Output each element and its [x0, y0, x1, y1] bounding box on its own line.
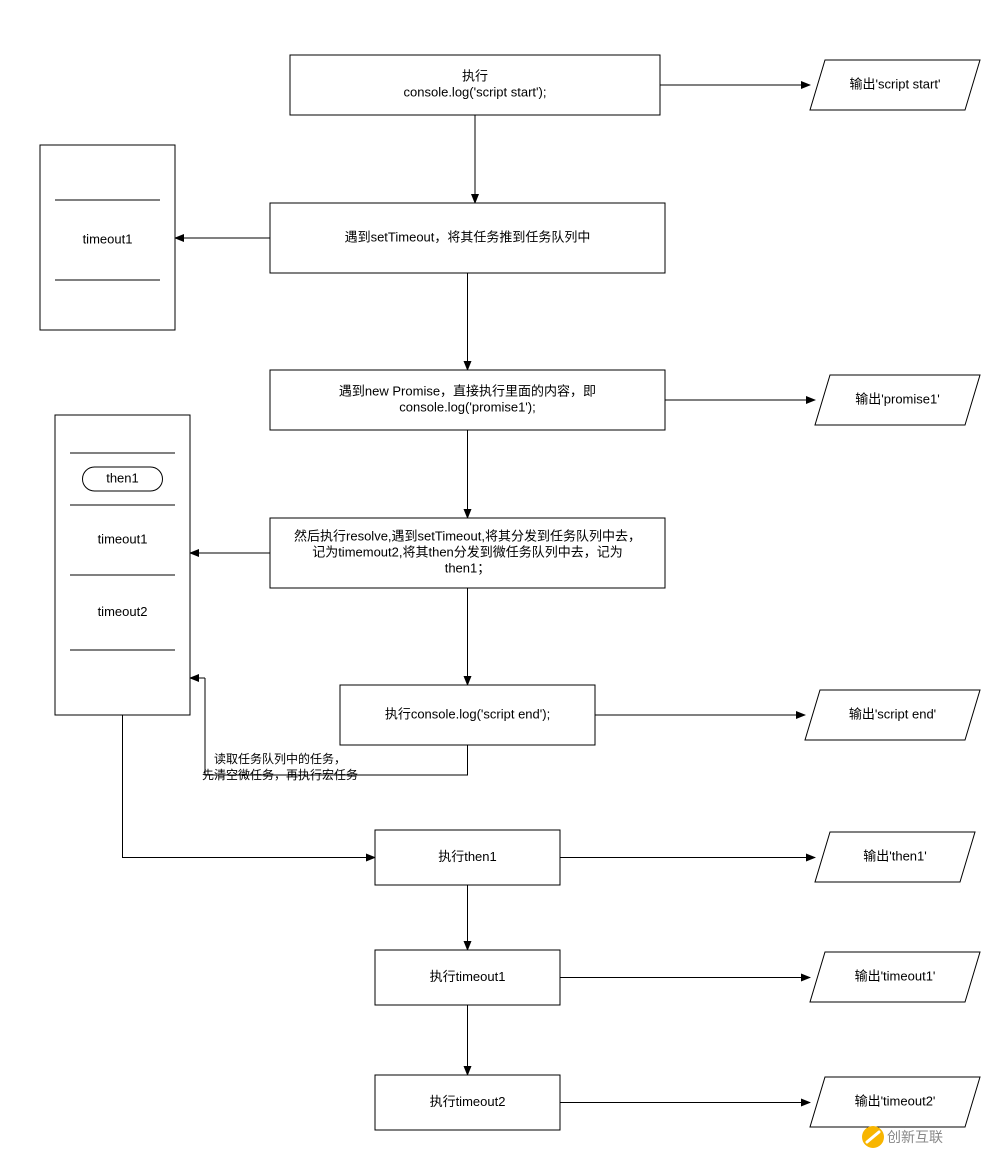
svg-text:输出'script start': 输出'script start' [850, 76, 941, 91]
svg-text:执行timeout2: 执行timeout2 [430, 1094, 506, 1109]
svg-text:执行: 执行 [462, 68, 488, 83]
svg-text:timeout1: timeout1 [98, 531, 148, 546]
svg-text:then1；: then1； [445, 560, 491, 576]
svg-text:console.log('promise1');: console.log('promise1'); [399, 399, 535, 414]
svg-text:timeout1: timeout1 [83, 231, 133, 246]
svg-text:console.log('script start');: console.log('script start'); [404, 84, 547, 99]
edge-label: 读取任务队列中的任务， [214, 751, 346, 766]
svg-text:输出'script end': 输出'script end' [849, 706, 936, 721]
svg-text:输出'then1': 输出'then1' [863, 848, 927, 863]
svg-text:遇到setTimeout，将其任务推到任务队列中: 遇到setTimeout，将其任务推到任务队列中 [345, 229, 591, 244]
svg-text:执行then1: 执行then1 [438, 849, 497, 864]
edge-label: 先清空微任务，再执行宏任务 [202, 767, 358, 782]
svg-text:输出'timeout2': 输出'timeout2' [855, 1093, 936, 1108]
svg-text:遇到new Promise，直接执行里面的内容，即: 遇到new Promise，直接执行里面的内容，即 [339, 383, 596, 398]
svg-text:记为timemout2,将其then分发到微任务队列中去，记: 记为timemout2,将其then分发到微任务队列中去，记为 [312, 544, 623, 559]
queue2-queue [55, 415, 190, 715]
svg-text:timeout2: timeout2 [98, 604, 148, 619]
svg-text:然后执行resolve,遇到setTimeout,将其分发到: 然后执行resolve,遇到setTimeout,将其分发到任务队列中去， [294, 528, 641, 543]
svg-text:输出'timeout1': 输出'timeout1' [855, 968, 936, 983]
svg-text:输出'promise1': 输出'promise1' [855, 391, 939, 406]
svg-text:执行console.log('script end');: 执行console.log('script end'); [385, 706, 550, 721]
svg-text:then1: then1 [106, 470, 139, 485]
edge-queue2-n6 [123, 715, 376, 858]
svg-text:执行timeout1: 执行timeout1 [430, 969, 506, 984]
watermark-text: 创新互联 [887, 1129, 943, 1145]
